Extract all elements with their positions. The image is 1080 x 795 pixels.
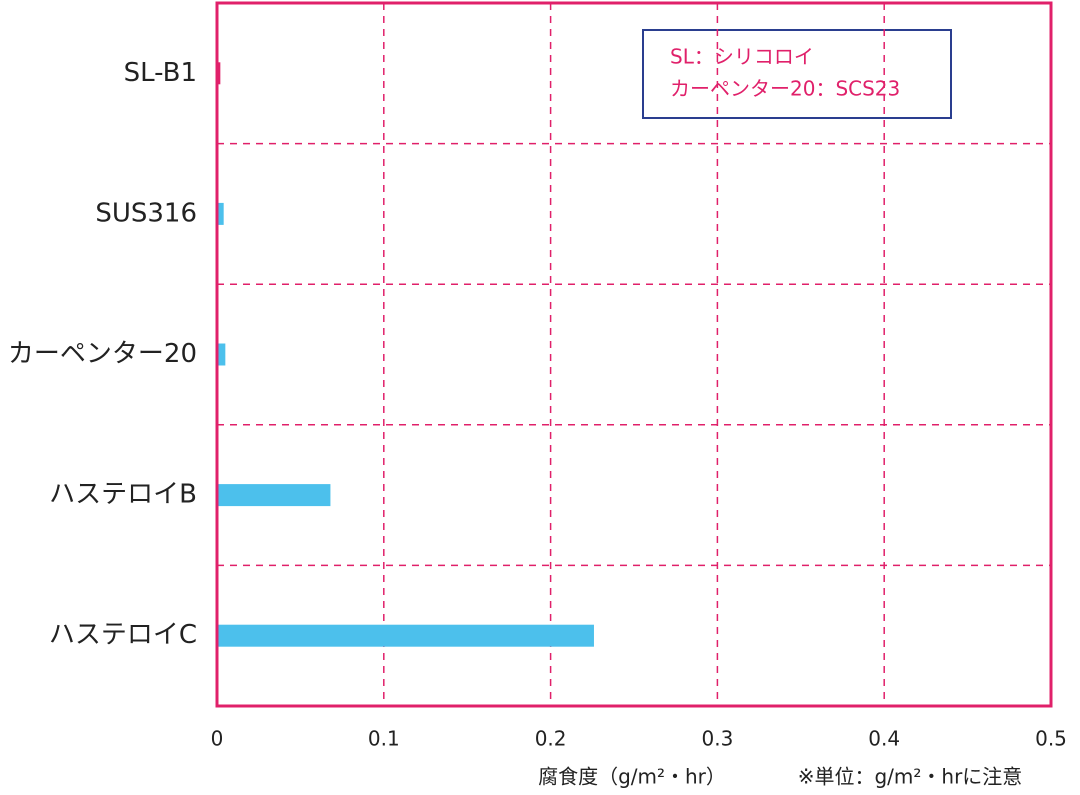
x-tick-label: 0 — [211, 727, 224, 751]
y-tick-label: カーペンター20 — [8, 339, 197, 369]
x-tick-label: 0.2 — [535, 727, 567, 751]
x-tick-label: 0.3 — [701, 727, 733, 751]
y-tick-label: SUS316 — [95, 198, 197, 228]
y-tick-label: ハステロイC — [49, 620, 197, 650]
note: ※単位：g/m²・hrに注意 — [798, 765, 1023, 789]
x-tick-label: 0.1 — [368, 727, 400, 751]
legend-box — [642, 29, 952, 119]
plot-border — [215, 1, 1053, 708]
bar — [217, 62, 221, 85]
y-tick-label: ハステロイB — [49, 480, 197, 510]
bar — [217, 202, 224, 225]
x-axis-label: 腐食度（g/m²・hr） — [538, 765, 726, 789]
bar — [217, 343, 226, 366]
x-tick-label: 0.5 — [1035, 727, 1067, 751]
annotation: SL：シリコロイ — [670, 45, 814, 69]
x-tick-label: 0.4 — [868, 727, 900, 751]
bar — [217, 624, 594, 647]
bar — [217, 484, 331, 507]
annotation: カーペンター20：SCS23 — [670, 77, 900, 101]
y-tick-label: SL-B1 — [124, 58, 197, 88]
